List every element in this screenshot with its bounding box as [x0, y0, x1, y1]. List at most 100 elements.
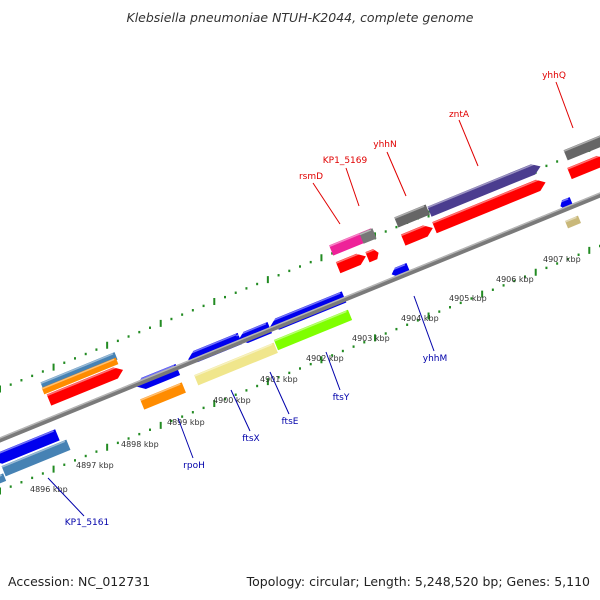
callout-rsmD-label[interactable]: rsmD: [299, 172, 323, 182]
gene-rpoH-highlight: [140, 383, 181, 402]
gene-ftsX[interactable]: [194, 342, 278, 386]
gene-zntA-red-shape[interactable]: [432, 177, 548, 234]
position-label: 4907 kbp: [543, 255, 581, 264]
callout-ftsX-leader: [230, 389, 251, 432]
position-label: 4900 kbp: [213, 396, 251, 405]
gene-yhhM-highlight: [389, 263, 406, 272]
gene-features[interactable]: [0, 133, 600, 485]
gene-edge-steelblue-highlight: [0, 474, 2, 479]
gene-edge-steelblue[interactable]: [0, 473, 7, 485]
callout-ftsE-leader: [269, 371, 290, 415]
gene-rsmD-gray-shape[interactable]: [359, 228, 377, 244]
gene-inner-blue-left-shape[interactable]: [0, 429, 60, 467]
callout-yhhN-label[interactable]: yhhN: [373, 140, 396, 150]
position-label: 4899 kbp: [167, 418, 205, 427]
gene-yhhQ-highlight: [567, 153, 600, 170]
gene-outer-steelblue-shape[interactable]: [40, 352, 118, 390]
position-label: 4897 kbp: [76, 461, 114, 470]
gene-yhhN-gray-highlight: [394, 205, 425, 219]
callout-rsmD-leader: [312, 182, 341, 225]
position-label: 4904 kbp: [401, 314, 439, 323]
genome-summary-text: Topology: circular; Length: 5,248,520 bp…: [246, 574, 590, 589]
gene-ftsY-shape[interactable]: [273, 309, 353, 351]
gene-ftsX-blue[interactable]: [185, 332, 243, 365]
gene-yhhN-gray[interactable]: [394, 204, 430, 228]
gene-outer-red[interactable]: [46, 364, 126, 406]
gene-outer-steelblue[interactable]: [40, 352, 118, 390]
position-label: 4905 kbp: [449, 294, 487, 303]
callout-KP1_5161-leader: [47, 477, 85, 517]
position-label: 4896 kbp: [30, 485, 68, 494]
callout-ftsX-label[interactable]: ftsX: [242, 434, 259, 444]
gene-zntA-red[interactable]: [432, 177, 548, 234]
position-label: 4906 kbp: [496, 275, 534, 284]
gene-outer-orange-shape[interactable]: [41, 357, 119, 395]
gene-yhhQ[interactable]: [567, 153, 600, 180]
gene-KP1_5169-small[interactable]: [365, 248, 380, 263]
callout-ftsY-label[interactable]: ftsY: [333, 393, 350, 403]
gene-rpoH-shape[interactable]: [140, 382, 186, 410]
gene-yhhQ-gray-shape[interactable]: [563, 133, 600, 161]
inner-tick-ring: [0, 244, 600, 495]
gene-inner-blue-left[interactable]: [0, 429, 60, 467]
callout-rpoH-label[interactable]: rpoH: [183, 461, 205, 471]
gene-yhhN[interactable]: [400, 222, 435, 246]
gene-outer-steelblue-highlight: [40, 353, 114, 385]
gene-KP1_5169-shape[interactable]: [335, 251, 368, 274]
callout-yhhN-leader: [386, 151, 407, 197]
gene-yhhQ-gray[interactable]: [563, 133, 600, 161]
gene-rpoH[interactable]: [140, 382, 186, 410]
callout-KP1_5169-leader: [345, 167, 360, 207]
gene-small-blue-highlight: [558, 198, 569, 204]
gene-zntA-highlight: [427, 162, 538, 209]
position-label: 4898 kbp: [121, 440, 159, 449]
gene-small-khaki[interactable]: [565, 215, 581, 229]
gene-outer-red-shape[interactable]: [46, 364, 126, 406]
gene-ftsX-blue-shape[interactable]: [186, 332, 243, 365]
position-label: 4903 kbp: [352, 334, 390, 343]
callout-zntA-leader: [458, 119, 479, 167]
gene-KP1_5169-highlight: [335, 251, 363, 264]
gene-zntA[interactable]: [427, 161, 542, 217]
callout-KP1_5161-label[interactable]: KP1_5161: [65, 518, 109, 528]
gene-yhhN-shape[interactable]: [400, 222, 435, 246]
gene-rpoH-blue-highlight: [133, 364, 175, 383]
position-label: 4902 kbp: [306, 354, 344, 363]
gene-rsmD-gray[interactable]: [359, 228, 377, 244]
gene-outer-orange[interactable]: [41, 357, 119, 395]
callout-KP1_5169-label[interactable]: KP1_5169: [323, 156, 368, 166]
gene-KP1_5169-small-shape[interactable]: [365, 248, 380, 263]
position-label: 4901 kbp: [260, 375, 298, 384]
gene-inner-blue-left-highlight: [0, 430, 54, 458]
callout-yhhQ-leader: [555, 81, 574, 129]
gene-KP1_5161-highlight: [1, 440, 66, 468]
gene-KP1_5169-small-highlight: [365, 248, 376, 254]
gene-edge-steelblue-shape[interactable]: [0, 473, 7, 485]
gene-zntA-shape[interactable]: [427, 161, 542, 217]
callout-zntA-label[interactable]: zntA: [449, 110, 470, 120]
gene-yhhN-gray-shape[interactable]: [394, 204, 430, 228]
callout-yhhQ-label[interactable]: yhhQ: [542, 71, 566, 81]
gene-ftsE-highlight: [236, 323, 267, 337]
map-title: Klebsiella pneumoniae NTUH-K2044, comple…: [126, 10, 474, 25]
gene-yhhQ-gray-highlight: [563, 134, 600, 152]
gene-small-khaki-shape[interactable]: [565, 215, 581, 229]
gene-ftsX-blue-highlight: [185, 333, 237, 356]
genome-backbone: [0, 192, 600, 443]
callout-yhhM-label[interactable]: yhhM: [423, 354, 448, 364]
callout-ftsY-leader: [325, 351, 341, 391]
accession-text: Accession: NC_012731: [8, 574, 151, 589]
gene-KP1_5161[interactable]: [1, 439, 71, 477]
gene-ftsX-shape[interactable]: [194, 342, 278, 386]
gene-yhhN-highlight: [401, 223, 430, 237]
gene-KP1_5161-shape[interactable]: [1, 439, 71, 477]
gene-KP1_5169[interactable]: [335, 251, 368, 274]
position-labels: 4896 kbp 4897 kbp 4898 kbp 4899 kbp 4900 kbp…: [30, 255, 581, 494]
gene-outer-orange-highlight: [41, 358, 115, 390]
gene-yhhQ-shape[interactable]: [567, 153, 600, 180]
callout-ftsE-label[interactable]: ftsE: [282, 417, 299, 427]
gene-ftsY[interactable]: [273, 309, 353, 351]
callout-rpoH-leader: [177, 417, 194, 459]
